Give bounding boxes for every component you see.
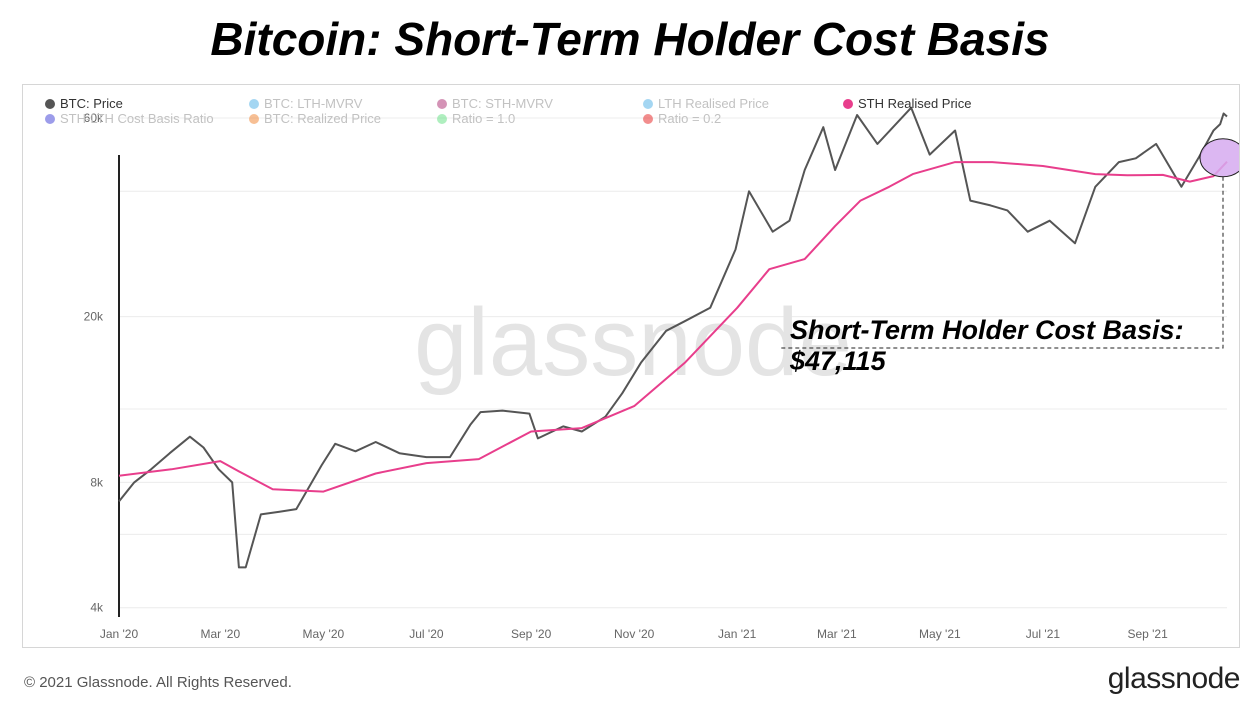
legend-marker (437, 99, 447, 109)
axes: 4k 8k 20k 60k Jan '20 Mar '20 May '20 Jul '20 Se… (84, 111, 1168, 641)
y-tick-label: 4k (90, 601, 104, 615)
page-title: Bitcoin: Short-Term Holder Cost Basis (210, 13, 1050, 65)
legend-marker (643, 114, 653, 124)
legend-marker (45, 99, 55, 109)
series-line-sth-realised-price (118, 161, 1228, 493)
legend-label: Ratio = 1.0 (452, 111, 516, 126)
y-tick-label: 60k (84, 111, 104, 125)
legend-label: Ratio = 0.2 (658, 111, 722, 126)
highlight-circle (1199, 138, 1239, 178)
x-tick-label: Jul '21 (1026, 627, 1061, 641)
x-tick-label: Sep '21 (1127, 627, 1168, 641)
x-tick-label: May '21 (919, 627, 961, 641)
series-lines (118, 106, 1228, 569)
legend-label: STH-LTH Cost Basis Ratio (60, 111, 214, 126)
legend-marker (45, 114, 55, 124)
legend-item[interactable]: BTC: Realized Price (249, 111, 381, 126)
legend-label: LTH Realised Price (658, 96, 770, 111)
legend-label: BTC: Realized Price (264, 111, 382, 126)
gridlines (119, 117, 1227, 609)
x-tick-label: Jan '21 (718, 627, 757, 641)
annotation-markers (781, 138, 1239, 349)
x-tick-label: Nov '20 (614, 627, 655, 641)
legend-marker (249, 114, 259, 124)
x-tick-label: Sep '20 (511, 627, 552, 641)
annotation-line-1: Short-Term Holder Cost Basis: (790, 315, 1184, 345)
chart-panel: glassnode 4k 8k 20k 60k Jan '20 Mar '20 May '2… (22, 84, 1240, 648)
legend-item[interactable]: Ratio = 1.0 (437, 111, 515, 126)
legend-label: BTC: STH-MVRV (452, 96, 553, 111)
legend-label: STH Realised Price (858, 96, 972, 111)
legend-marker (437, 114, 447, 124)
legend-item[interactable]: BTC: Price (45, 96, 123, 111)
x-tick-label: Mar '20 (201, 627, 241, 641)
legend-marker (249, 99, 259, 109)
legend-marker (643, 99, 653, 109)
legend-item[interactable]: LTH Realised Price (643, 96, 769, 111)
x-tick-label: May '20 (303, 627, 345, 641)
legend-item[interactable]: BTC: LTH-MVRV (249, 96, 362, 111)
legend-item[interactable]: Ratio = 0.2 (643, 111, 721, 126)
legend-label: BTC: Price (60, 96, 123, 111)
x-tick-label: Jul '20 (409, 627, 444, 641)
footer-logo[interactable]: glassnode (1107, 662, 1241, 695)
chart-canvas: glassnode 4k 8k 20k 60k Jan '20 Mar '20 May '2… (84, 106, 1239, 641)
watermark: glassnode (414, 289, 852, 396)
annotation-line-2: $47,115 (790, 346, 886, 376)
legend-marker (843, 99, 853, 109)
x-tick-label: Mar '21 (817, 627, 857, 641)
y-tick-label: 8k (90, 475, 104, 489)
legend-item[interactable]: STH-LTH Cost Basis Ratio (45, 111, 214, 126)
x-tick-label: Jan '20 (100, 627, 139, 641)
annotation-label: Short-Term Holder Cost Basis: $47,115 (790, 315, 1184, 377)
legend-item[interactable]: BTC: STH-MVRV (437, 96, 553, 111)
copyright-text: © 2021 Glassnode. All Rights Reserved. (24, 674, 292, 691)
series-line-btc-price (118, 106, 1228, 569)
y-tick-label: 20k (84, 310, 104, 324)
legend-item[interactable]: STH Realised Price (843, 96, 971, 111)
annotation-leader-line (781, 176, 1224, 349)
legend-label: BTC: LTH-MVRV (264, 96, 363, 111)
